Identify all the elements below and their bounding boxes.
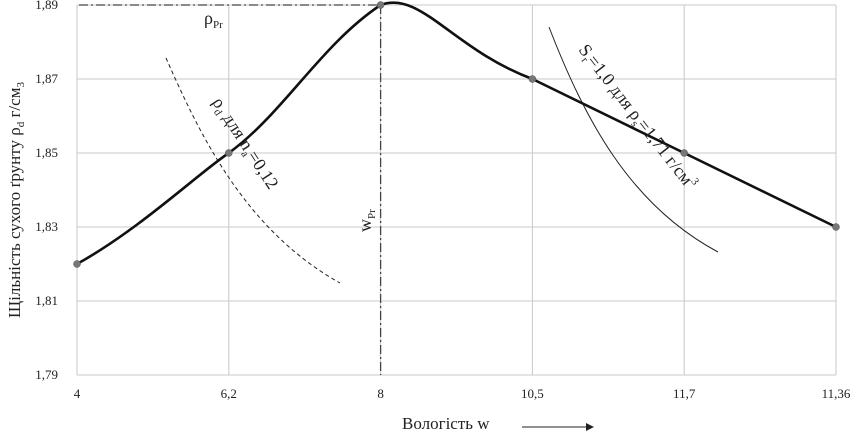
- w-pr-label: wPr: [355, 209, 378, 232]
- data-point: [832, 223, 840, 231]
- y-tick-label: 1,83: [35, 219, 58, 234]
- y-axis-title: Щільність сухого ґрунту ρd г/см3: [5, 82, 27, 318]
- solid-curve-sr: [548, 26, 719, 253]
- auxiliary-curves: [165, 26, 719, 284]
- rho-pr-label: ρPr: [204, 8, 223, 31]
- tick-labels: 1,79 1,81 1,83 1,85 1,87 1,89 4 6,2 8 10,5 11,7 11,…: [35, 0, 851, 401]
- reference-lines: [79, 4, 382, 375]
- data-point: [73, 260, 81, 268]
- x-tick-label: 11,7: [673, 386, 696, 401]
- data-point: [225, 149, 233, 157]
- dashed-curve-label: ρd для na=0,12: [206, 93, 283, 194]
- x-tick-label: 8: [377, 386, 384, 401]
- grid-lines: [76, 4, 837, 376]
- data-point: [680, 149, 688, 157]
- solid-curve-label: Sr=1,0 для ρs=1,71 г/см3: [572, 40, 701, 196]
- y-tick-label: 1,79: [35, 367, 58, 382]
- x-tick-label: 6,2: [221, 386, 237, 401]
- x-tick-label: 11,36: [822, 386, 851, 401]
- y-tick-label: 1,81: [35, 293, 58, 308]
- dashed-curve-na: [165, 57, 341, 284]
- x-tick-label: 10,5: [521, 386, 544, 401]
- data-point: [528, 75, 537, 83]
- y-tick-label: 1,85: [35, 145, 58, 160]
- x-axis-arrow: [522, 423, 594, 431]
- y-tick-label: 1,87: [35, 71, 58, 86]
- data-point: [376, 1, 385, 9]
- data-series: [73, 1, 840, 268]
- compaction-curve-line: [76, 1, 837, 266]
- x-tick-label: 4: [74, 386, 81, 401]
- y-tick-label: 1,89: [35, 0, 58, 12]
- x-axis-title: Вологість w: [402, 414, 490, 433]
